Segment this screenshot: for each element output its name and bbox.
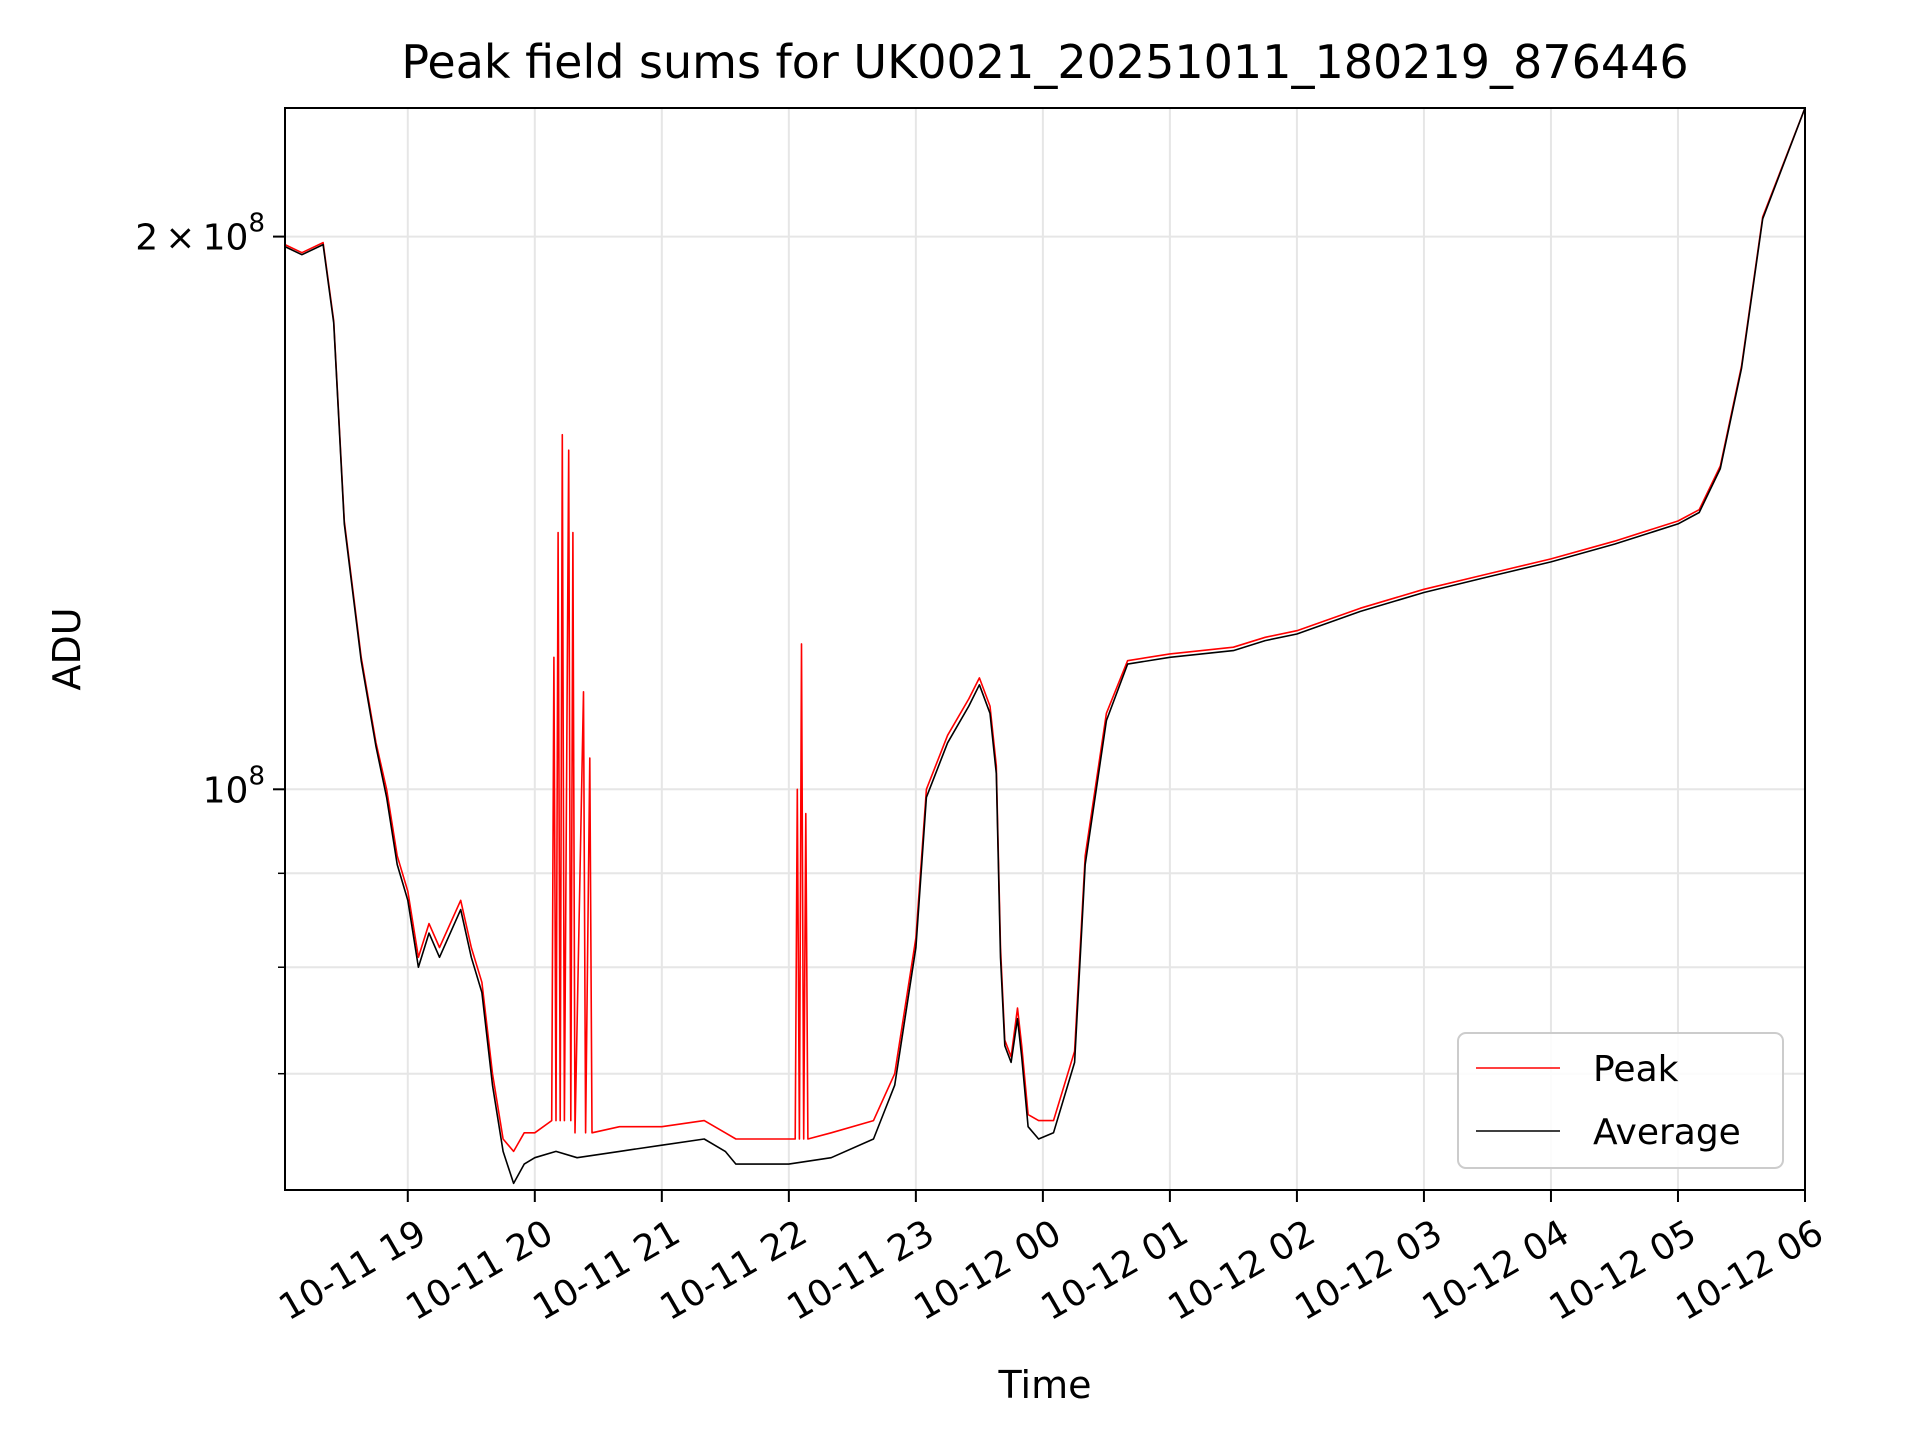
chart-title: Peak field sums for UK0021_20251011_1802… xyxy=(401,35,1688,89)
plot-frame xyxy=(284,107,1806,1191)
y-tick-base: 10 xyxy=(203,218,249,259)
legend-box xyxy=(1457,1032,1784,1169)
y-tick-base: 10 xyxy=(203,770,249,811)
y-tick-label: 108 xyxy=(203,761,265,811)
y-tick-exponent: 8 xyxy=(248,761,265,791)
y-tick-label: 2 × 108 xyxy=(135,209,265,259)
grid-lines xyxy=(285,108,1806,1190)
legend-label-average: Average xyxy=(1593,1112,1741,1153)
y-tick-mantissa: 2 × xyxy=(135,218,202,259)
series-line-peak xyxy=(284,107,1806,1153)
series-line-average xyxy=(284,107,1806,1185)
legend-label-peak: Peak xyxy=(1593,1049,1679,1090)
series-layer xyxy=(284,107,1806,1185)
y-tick-exponent: 8 xyxy=(248,209,265,239)
x-axis-label: Time xyxy=(998,1363,1092,1407)
legend: Peak Average xyxy=(1457,1032,1784,1169)
y-axis-label: ADU xyxy=(45,607,89,690)
